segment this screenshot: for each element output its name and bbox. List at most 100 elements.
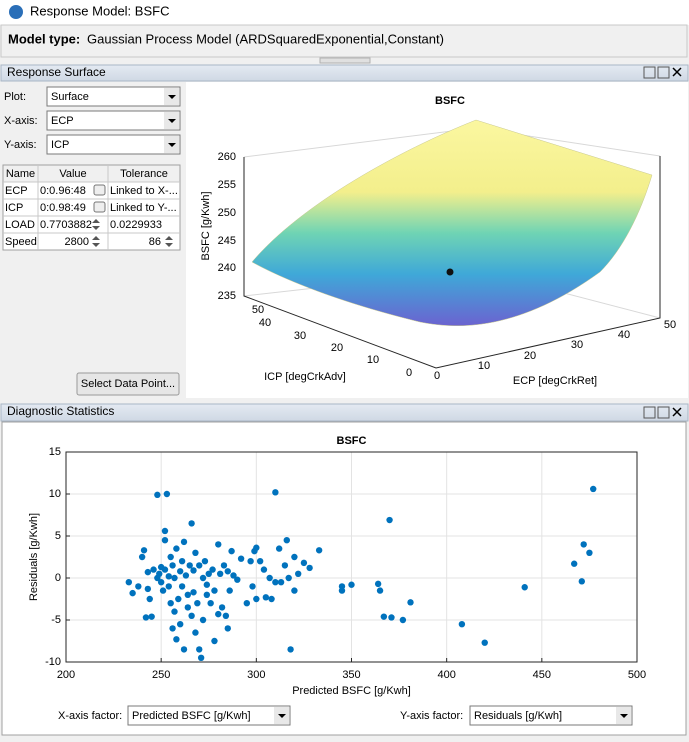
x-tick-label: 20 — [524, 350, 536, 362]
point — [338, 587, 346, 594]
y-axis-label: ICP [degCrkAdv] — [264, 371, 346, 383]
point — [209, 566, 216, 573]
point — [211, 587, 218, 594]
picker-button[interactable] — [93, 184, 106, 196]
y-tick-label: 50 — [252, 304, 264, 316]
point — [215, 610, 222, 618]
spinner[interactable] — [92, 236, 100, 247]
point — [192, 549, 199, 556]
data-point — [446, 268, 454, 276]
point — [224, 568, 231, 575]
point — [171, 608, 178, 615]
x-tick-label: 350 — [342, 669, 360, 681]
point — [218, 604, 226, 611]
x-tick-label: 250 — [152, 669, 170, 681]
x-tick-label: 300 — [247, 669, 265, 681]
point — [161, 537, 169, 544]
control-label: Y-axis: — [4, 139, 37, 151]
point — [256, 558, 264, 565]
point — [156, 570, 163, 577]
point — [197, 654, 205, 661]
point — [222, 612, 230, 619]
point — [268, 595, 275, 603]
point — [205, 570, 212, 577]
point — [277, 579, 285, 586]
point — [173, 636, 180, 643]
z-tick-label: 255 — [218, 179, 236, 191]
point — [388, 614, 395, 621]
panel-title: Response Surface — [7, 65, 106, 79]
point — [260, 566, 268, 573]
point — [163, 490, 171, 498]
point — [315, 547, 323, 554]
dropdown[interactable] — [46, 86, 181, 107]
x-tick-label: 200 — [57, 669, 75, 681]
model-type-bar — [0, 24, 688, 58]
point — [169, 625, 176, 632]
dropdown[interactable] — [46, 110, 181, 131]
point — [161, 566, 169, 573]
z-axis-label: BSFC [g/Kwh] — [200, 191, 212, 260]
point — [386, 516, 393, 524]
picker-button[interactable] — [93, 201, 106, 213]
panel-buttons[interactable] — [643, 66, 682, 79]
splitter[interactable] — [319, 57, 371, 64]
plot-frame — [65, 451, 638, 663]
point — [180, 538, 188, 546]
point — [247, 558, 254, 565]
point — [216, 570, 224, 577]
point — [140, 547, 148, 554]
x-tick-label: 10 — [478, 360, 490, 372]
point — [230, 572, 237, 579]
z-tick-label: 240 — [218, 262, 236, 274]
y-tick-label: 10 — [367, 354, 379, 366]
dropdown-arrow — [620, 714, 628, 718]
point — [188, 612, 195, 619]
point — [275, 545, 283, 552]
point — [196, 562, 203, 569]
x-tick-label: 500 — [628, 669, 646, 681]
dropdown[interactable] — [469, 705, 633, 726]
z-tick-label: 245 — [218, 235, 236, 247]
table-cell: Linked to X-... — [110, 185, 178, 197]
x-tick-label: 50 — [664, 319, 676, 331]
point — [348, 581, 355, 588]
point — [306, 564, 313, 572]
spinner[interactable] — [165, 236, 173, 247]
y-tick-label: 0 — [55, 572, 61, 584]
point — [580, 541, 587, 548]
y-tick-label: 10 — [49, 488, 61, 500]
title-bar — [0, 0, 689, 25]
point — [283, 537, 290, 544]
point — [586, 549, 593, 556]
panel-title: Diagnostic Statistics — [7, 404, 114, 418]
dropdown[interactable] — [127, 705, 291, 726]
point — [199, 616, 207, 624]
point — [266, 574, 273, 582]
table-cell: 0.0229933 — [110, 219, 162, 231]
point — [173, 545, 180, 552]
point — [142, 614, 150, 621]
column-header: Name — [6, 168, 35, 180]
point — [148, 613, 155, 620]
y-tick-label: 15 — [49, 446, 61, 458]
panel-buttons[interactable] — [643, 406, 682, 419]
point — [171, 574, 178, 582]
select-data-button[interactable] — [76, 372, 180, 396]
dropdown-value: Surface — [51, 91, 89, 103]
x-axis-label: Predicted BSFC [g/Kwh] — [292, 685, 411, 697]
table-cell: Linked to Y-... — [110, 202, 177, 214]
point — [291, 553, 298, 561]
column-header: Value — [59, 168, 86, 180]
point — [291, 587, 298, 594]
model-type-label: Model type: — [8, 31, 80, 46]
surface — [251, 119, 653, 326]
dropdown[interactable] — [46, 134, 181, 155]
point — [300, 559, 308, 567]
point — [178, 558, 186, 565]
x-tick-label: 450 — [533, 669, 551, 681]
point — [199, 574, 207, 582]
spinner[interactable] — [92, 219, 100, 230]
